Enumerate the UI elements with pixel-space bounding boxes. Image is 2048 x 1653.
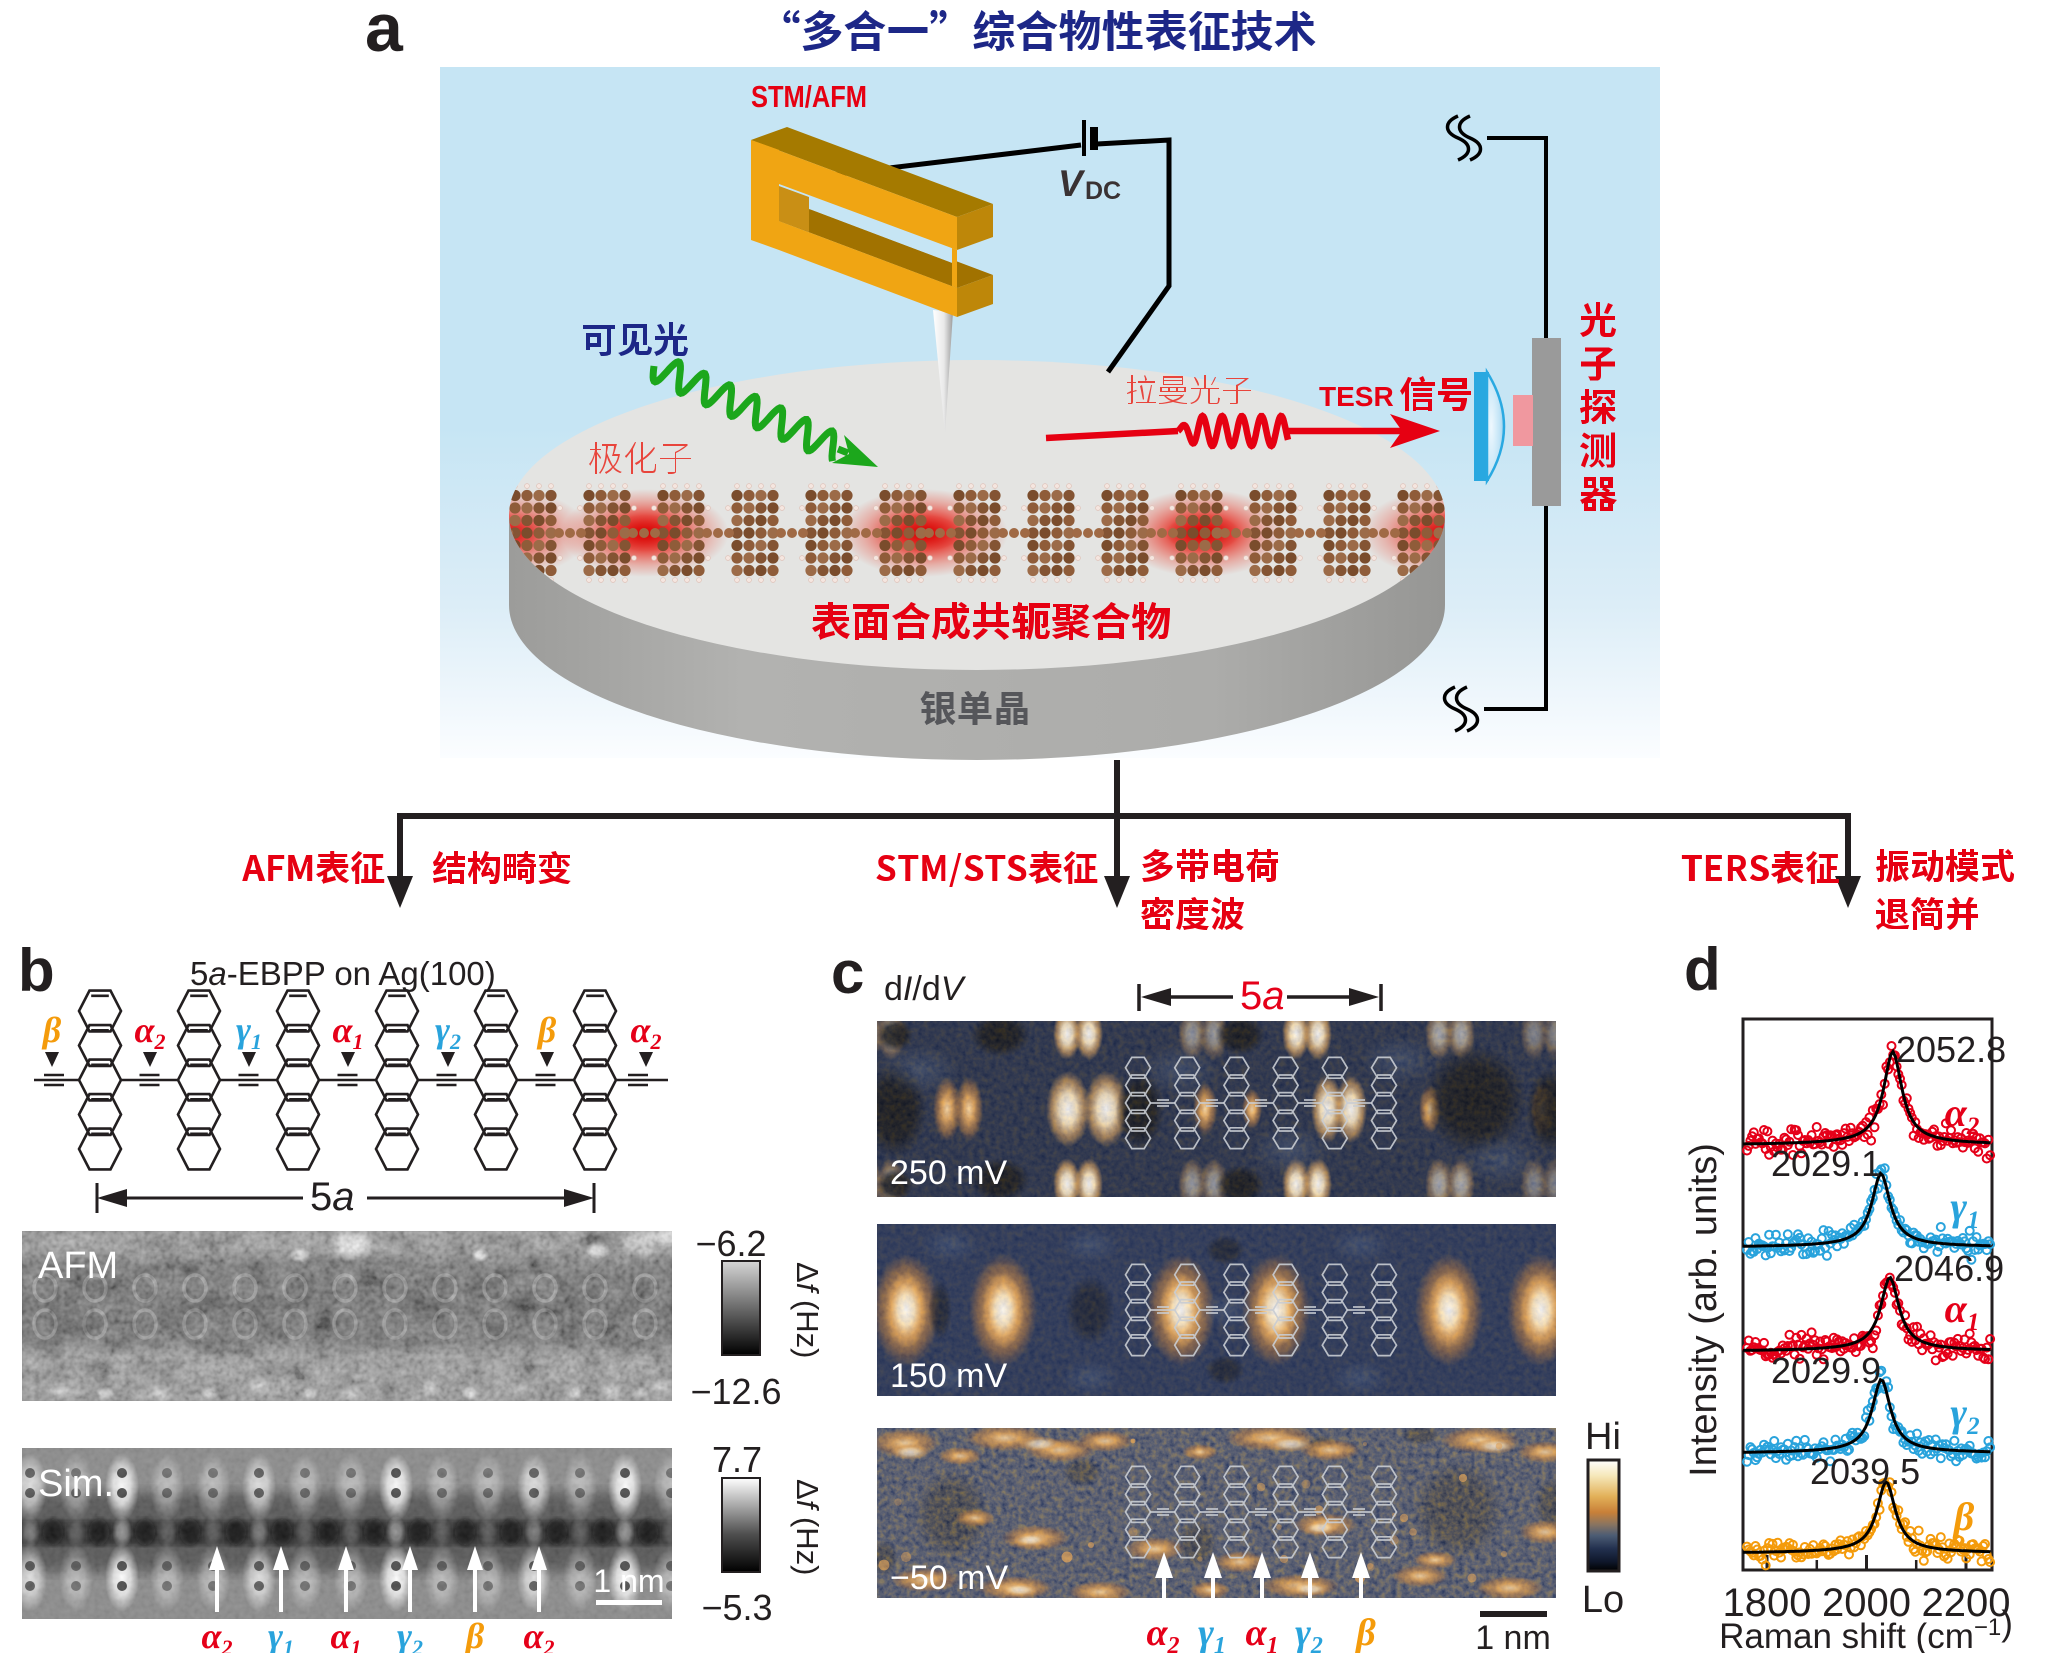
svg-text:2200: 2200 — [1922, 1581, 2011, 1625]
svg-text:a: a — [365, 0, 404, 66]
svg-text:Δf (Hz): Δf (Hz) — [790, 1262, 825, 1359]
svg-text:2029.9: 2029.9 — [1771, 1350, 1881, 1391]
svg-text:−50 mV: −50 mV — [890, 1559, 1008, 1597]
svg-text:2052.8: 2052.8 — [1896, 1029, 2006, 1070]
svg-text:DC: DC — [1085, 177, 1121, 205]
svg-text:7.7: 7.7 — [712, 1439, 762, 1480]
svg-text:1 nm: 1 nm — [1475, 1619, 1551, 1653]
svg-text:1 nm: 1 nm — [593, 1563, 664, 1599]
svg-text:b: b — [18, 937, 55, 1004]
svg-text:−6.2: −6.2 — [695, 1223, 766, 1264]
svg-text:β: β — [536, 1010, 557, 1050]
svg-text:5a-EBPP on Ag(100): 5a-EBPP on Ag(100) — [190, 955, 496, 992]
svg-text:−12.6: −12.6 — [690, 1371, 781, 1412]
svg-text:Intensity (arb. units): Intensity (arb. units) — [1683, 1143, 1725, 1477]
svg-text:β: β — [464, 1616, 485, 1653]
svg-text:c: c — [831, 939, 864, 1006]
svg-text:2000: 2000 — [1822, 1581, 1911, 1625]
svg-text:5a: 5a — [1240, 974, 1285, 1018]
svg-text:150 mV: 150 mV — [890, 1357, 1007, 1395]
svg-text:2039.5: 2039.5 — [1810, 1451, 1920, 1492]
svg-text:Lo: Lo — [1582, 1579, 1624, 1621]
svg-text:STM/AFM: STM/AFM — [751, 79, 867, 114]
svg-text:dI/dV: dI/dV — [884, 970, 967, 1008]
svg-text:2029.1: 2029.1 — [1771, 1143, 1881, 1184]
svg-text:Hi: Hi — [1585, 1416, 1621, 1458]
svg-text:β: β — [41, 1010, 62, 1050]
svg-text:250 mV: 250 mV — [890, 1154, 1007, 1192]
svg-text:2046.9: 2046.9 — [1894, 1248, 2004, 1289]
svg-text:γ2: γ2 — [1950, 1390, 1979, 1440]
svg-text:Sim.: Sim. — [38, 1463, 114, 1505]
svg-text:1800: 1800 — [1723, 1581, 1812, 1625]
svg-text:−5.3: −5.3 — [701, 1587, 772, 1628]
svg-text:d: d — [1684, 936, 1721, 1003]
svg-text:V: V — [1058, 163, 1086, 204]
svg-text:5a: 5a — [310, 1175, 355, 1219]
svg-text:Δf (Hz): Δf (Hz) — [790, 1479, 825, 1576]
svg-text:AFM: AFM — [38, 1245, 118, 1287]
svg-text:β: β — [1354, 1612, 1376, 1653]
svg-text:β: β — [1952, 1494, 1975, 1539]
svg-text:α2: α2 — [1146, 1612, 1179, 1653]
svg-text:TESR: TESR — [1319, 381, 1394, 412]
